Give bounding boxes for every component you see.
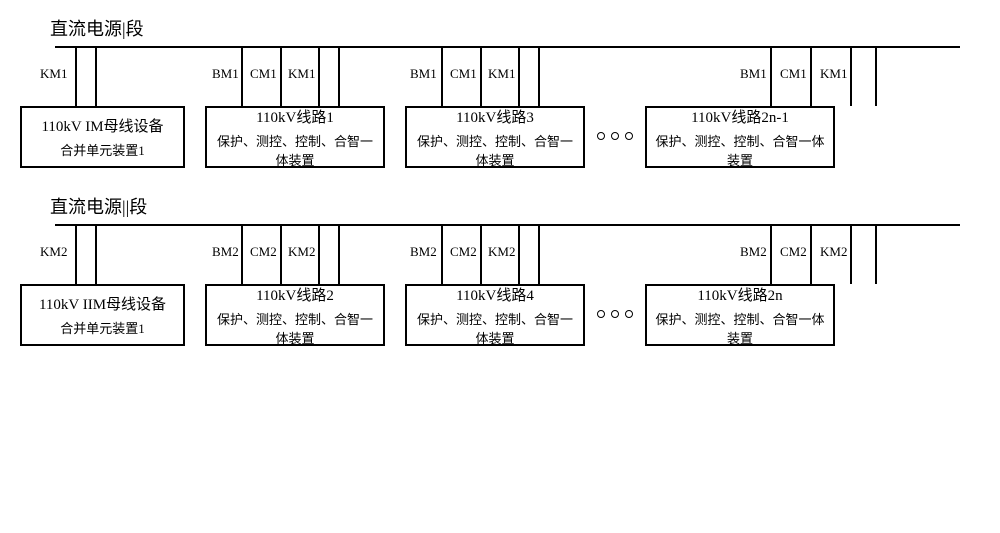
connector-line bbox=[770, 224, 772, 284]
connector-line bbox=[280, 224, 282, 284]
connector-label: KM1 bbox=[820, 66, 847, 82]
box-subtitle: 保护、测控、控制、合智一体装置 bbox=[411, 131, 579, 169]
connector-line bbox=[441, 46, 443, 106]
bus-line bbox=[55, 46, 960, 48]
connector-line bbox=[95, 46, 97, 106]
connector-line bbox=[480, 46, 482, 106]
connector-line bbox=[875, 46, 877, 106]
dot bbox=[597, 132, 605, 140]
box-title: 110kV线路4 bbox=[411, 284, 579, 305]
connector-label: KM2 bbox=[820, 244, 847, 260]
box-subtitle: 合并单元装置1 bbox=[26, 140, 179, 159]
connector-line bbox=[75, 46, 77, 106]
connector-label: BM1 bbox=[740, 66, 767, 82]
connector-line bbox=[480, 224, 482, 284]
connector-line bbox=[875, 224, 877, 284]
connector-line bbox=[241, 46, 243, 106]
power-section-2: 直流电源||段 KM2 BM2 CM2 KM2 BM2 CM2 KM2 BM2 CM2 KM2 110… bbox=[20, 193, 980, 346]
section-title: 直流电源||段 bbox=[50, 193, 980, 219]
connector-label: CM1 bbox=[250, 66, 277, 82]
box-subtitle: 保护、测控、控制、合智一体装置 bbox=[411, 309, 579, 347]
connector-label: KM1 bbox=[288, 66, 315, 82]
connector-line bbox=[318, 46, 320, 106]
connector-line bbox=[538, 224, 540, 284]
dot bbox=[611, 132, 619, 140]
connector-line bbox=[810, 224, 812, 284]
connector-line bbox=[770, 46, 772, 106]
connector-label: CM1 bbox=[450, 66, 477, 82]
connector-label: BM1 bbox=[212, 66, 239, 82]
connector-line bbox=[850, 224, 852, 284]
device-box: 110kV IM母线设备合并单元装置1 bbox=[20, 106, 185, 168]
dot bbox=[625, 132, 633, 140]
dot bbox=[611, 310, 619, 318]
device-box: 110kV IIM母线设备合并单元装置1 bbox=[20, 284, 185, 346]
box-subtitle: 保护、测控、控制、合智一体装置 bbox=[651, 131, 829, 169]
connector-line bbox=[318, 224, 320, 284]
connector-label: CM2 bbox=[250, 244, 277, 260]
connector-line bbox=[518, 46, 520, 106]
connector-line bbox=[338, 224, 340, 284]
ellipsis-dots bbox=[585, 284, 645, 344]
device-box: 110kV线路2 保护、测控、控制、合智一体装置 bbox=[205, 284, 385, 346]
connector-line bbox=[95, 224, 97, 284]
box-title: 110kV IIM母线设备 bbox=[26, 293, 179, 314]
box-title: 110kV IM母线设备 bbox=[26, 115, 179, 136]
box-title: 110kV线路2n-1 bbox=[651, 106, 829, 127]
connector-label: KM1 bbox=[488, 66, 515, 82]
boxes-row: 110kV IIM母线设备合并单元装置1 110kV线路2 保护、测控、控制、合智一… bbox=[20, 284, 980, 346]
connector-label: CM2 bbox=[780, 244, 807, 260]
ellipsis-dots bbox=[585, 106, 645, 166]
connector-line bbox=[241, 224, 243, 284]
connector-line bbox=[538, 46, 540, 106]
connector-line bbox=[338, 46, 340, 106]
device-box: 110kV线路2n 保护、测控、控制、合智一体装置 bbox=[645, 284, 835, 346]
section-title: 直流电源|段 bbox=[50, 15, 980, 41]
connector-label: CM2 bbox=[450, 244, 477, 260]
bus-line bbox=[55, 224, 960, 226]
dot bbox=[597, 310, 605, 318]
box-title: 110kV线路1 bbox=[211, 106, 379, 127]
dot bbox=[625, 310, 633, 318]
power-section-1: 直流电源|段 KM1 BM1 CM1 KM1 BM1 CM1 KM1 BM1 CM1 KM1 110k… bbox=[20, 15, 980, 168]
device-box: 110kV线路3 保护、测控、控制、合智一体装置 bbox=[405, 106, 585, 168]
device-box: 110kV线路4 保护、测控、控制、合智一体装置 bbox=[405, 284, 585, 346]
box-title: 110kV线路2 bbox=[211, 284, 379, 305]
connector-label: KM2 bbox=[488, 244, 515, 260]
connector-label: BM2 bbox=[212, 244, 239, 260]
connector-label: KM2 bbox=[288, 244, 315, 260]
connector-line bbox=[441, 224, 443, 284]
connector-line bbox=[280, 46, 282, 106]
box-title: 110kV线路2n bbox=[651, 284, 829, 305]
device-box: 110kV线路2n-1 保护、测控、控制、合智一体装置 bbox=[645, 106, 835, 168]
connector-line bbox=[518, 224, 520, 284]
connector-line bbox=[810, 46, 812, 106]
box-subtitle: 合并单元装置1 bbox=[26, 318, 179, 337]
connector-label: KM2 bbox=[40, 244, 67, 260]
connector-label: BM2 bbox=[740, 244, 767, 260]
box-subtitle: 保护、测控、控制、合智一体装置 bbox=[651, 309, 829, 347]
device-box: 110kV线路1 保护、测控、控制、合智一体装置 bbox=[205, 106, 385, 168]
bus-wrapper: KM2 BM2 CM2 KM2 BM2 CM2 KM2 BM2 CM2 KM2 bbox=[20, 224, 980, 284]
boxes-row: 110kV IM母线设备合并单元装置1 110kV线路1 保护、测控、控制、合智一体… bbox=[20, 106, 980, 168]
connector-label: BM2 bbox=[410, 244, 437, 260]
connector-label: CM1 bbox=[780, 66, 807, 82]
box-subtitle: 保护、测控、控制、合智一体装置 bbox=[211, 131, 379, 169]
connector-label: BM1 bbox=[410, 66, 437, 82]
connector-label: KM1 bbox=[40, 66, 67, 82]
connector-line bbox=[850, 46, 852, 106]
box-title: 110kV线路3 bbox=[411, 106, 579, 127]
box-subtitle: 保护、测控、控制、合智一体装置 bbox=[211, 309, 379, 347]
connector-line bbox=[75, 224, 77, 284]
bus-wrapper: KM1 BM1 CM1 KM1 BM1 CM1 KM1 BM1 CM1 KM1 bbox=[20, 46, 980, 106]
